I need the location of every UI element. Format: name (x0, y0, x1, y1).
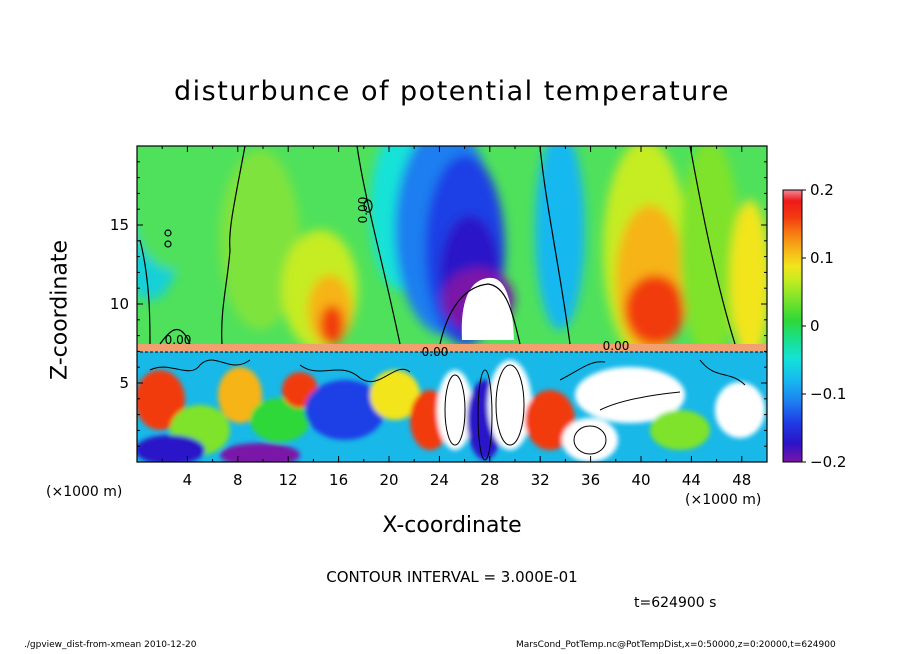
colorbar-tick-label: −0.1 (810, 385, 846, 403)
y-tick-label: 10 (110, 295, 129, 313)
y-tick-label: 5 (119, 374, 129, 392)
colorbar-tick-label: 0 (810, 317, 820, 335)
contour-label: 0.00 (165, 333, 192, 347)
x-tick-label: 16 (329, 471, 348, 489)
x-tick-label: 8 (233, 471, 243, 489)
y-tick-label: 15 (110, 216, 129, 234)
contour-interval-text: CONTOUR INTERVAL = 3.000E-01 (326, 568, 578, 586)
x-tick-label: 4 (183, 471, 193, 489)
x-unit-label-left: (×1000 m) (46, 484, 123, 500)
y-axis: 5 10 15 (110, 161, 767, 447)
chart-title: disturbunce of potential temperature (174, 76, 730, 107)
colorbar-tick-label: 0.2 (810, 181, 834, 199)
colorbar-axis: 0.2 0.1 0 −0.1 −0.2 (802, 181, 846, 471)
x-tick-label: 32 (531, 471, 550, 489)
contour-labels: 0.00 0.00 0.00 0.00 (165, 197, 630, 359)
x-tick-label: 24 (430, 471, 449, 489)
footer-source: MarsCond_PotTemp.nc@PotTempDist,x=0:5000… (516, 640, 836, 650)
x-unit-label-right: (×1000 m) (685, 492, 762, 508)
x-tick-label: 40 (631, 471, 650, 489)
potential-temperature-field (137, 146, 767, 462)
x-axis-label: X-coordinate (382, 513, 522, 538)
y-axis-label: Z-coordinate (47, 240, 73, 380)
time-label: t=624900 s (634, 595, 717, 611)
x-tick-label: 20 (379, 471, 398, 489)
colorbar-tick-label: −0.2 (810, 453, 846, 471)
contour-label: 0.00 (422, 345, 449, 359)
footer-command: ./gpview_dist-from-xmean 2010-12-20 (24, 640, 197, 650)
colorbar-tick-label: 0.1 (810, 249, 834, 267)
x-tick-label: 12 (279, 471, 298, 489)
x-tick-label: 48 (732, 471, 751, 489)
x-tick-label: 44 (682, 471, 701, 489)
x-tick-label: 36 (581, 471, 600, 489)
contour-label: 0.00 (356, 197, 370, 224)
contour-label: 0.00 (603, 339, 630, 353)
colorbar (782, 189, 803, 463)
x-tick-label: 28 (480, 471, 499, 489)
x-axis: 4 8 12 16 20 24 28 32 36 40 44 48 (161, 146, 751, 489)
